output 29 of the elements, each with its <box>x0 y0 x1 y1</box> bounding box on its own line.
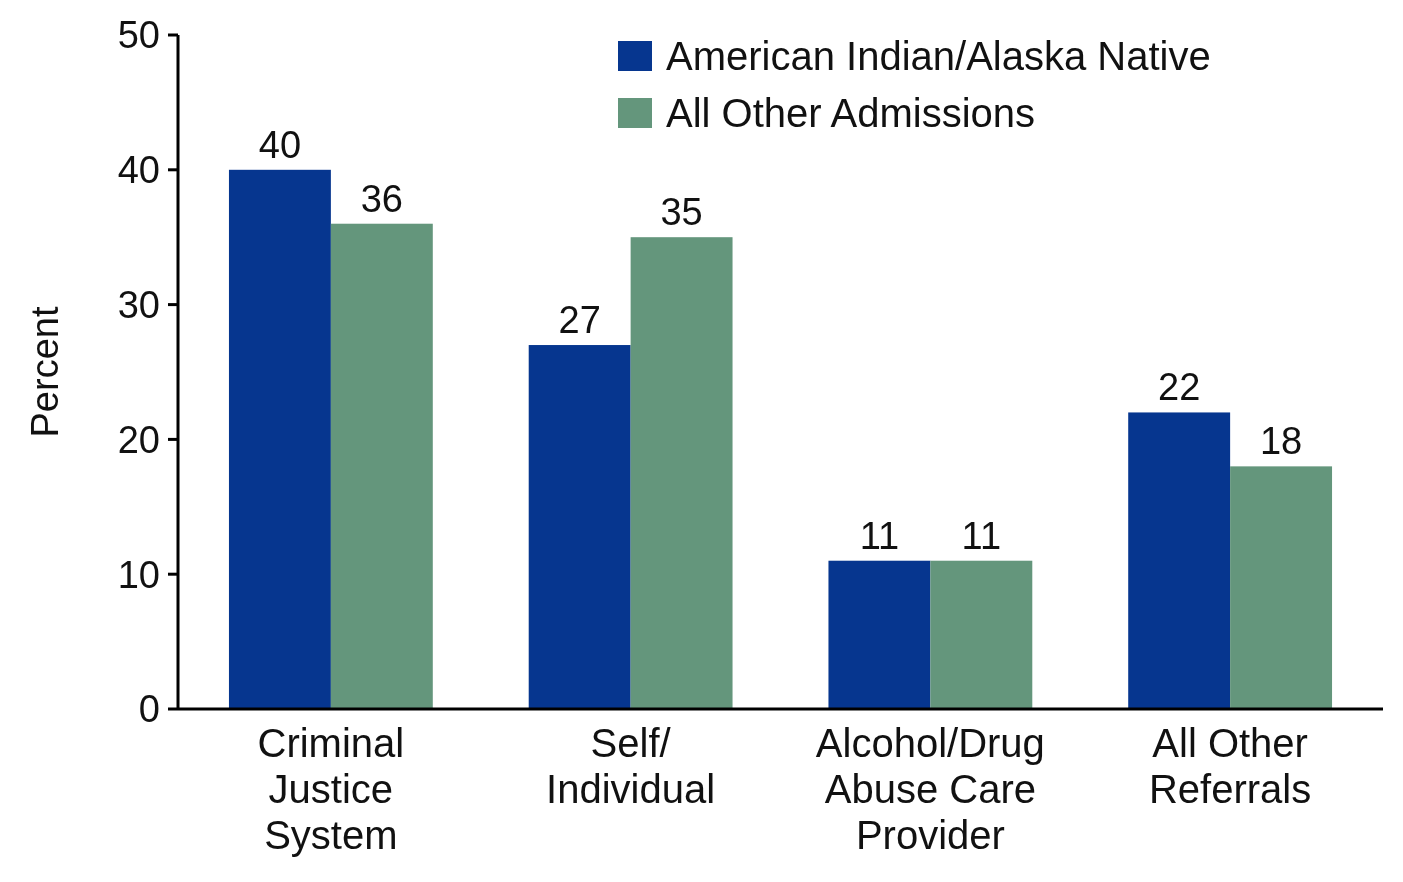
bar <box>930 560 1033 709</box>
y-tick-label: 50 <box>117 14 160 57</box>
data-label: 36 <box>360 177 403 220</box>
y-tick-label: 20 <box>117 418 160 461</box>
data-label: 22 <box>1158 366 1201 409</box>
data-label: 27 <box>558 299 601 342</box>
bar <box>330 223 433 709</box>
legend-label: All Other Admissions <box>666 91 1036 135</box>
bar <box>1128 412 1231 709</box>
y-tick-label: 0 <box>138 688 160 731</box>
x-tick-label: Self/ Individual <box>546 721 716 811</box>
bar <box>228 169 331 709</box>
x-tick-label: Alcohol/Drug Abuse Care Provider <box>815 721 1045 857</box>
data-label: 11 <box>859 514 900 557</box>
legend-label: American Indian/Alaska Native <box>666 34 1211 78</box>
x-tick-label: Criminal Justice System <box>257 721 405 857</box>
bar <box>828 560 931 709</box>
bar <box>630 237 733 709</box>
bar <box>528 345 631 709</box>
y-tick-label: 40 <box>117 149 160 192</box>
y-tick-label: 10 <box>117 553 160 596</box>
y-axis-title: Percent <box>24 306 66 438</box>
bar <box>1230 466 1333 709</box>
x-tick-label: All Other Referrals <box>1148 721 1312 811</box>
data-label: 11 <box>961 514 1002 557</box>
data-label: 35 <box>660 191 703 234</box>
data-label: 18 <box>1259 420 1303 463</box>
data-label: 40 <box>258 123 302 166</box>
y-tick-label: 30 <box>117 283 160 326</box>
